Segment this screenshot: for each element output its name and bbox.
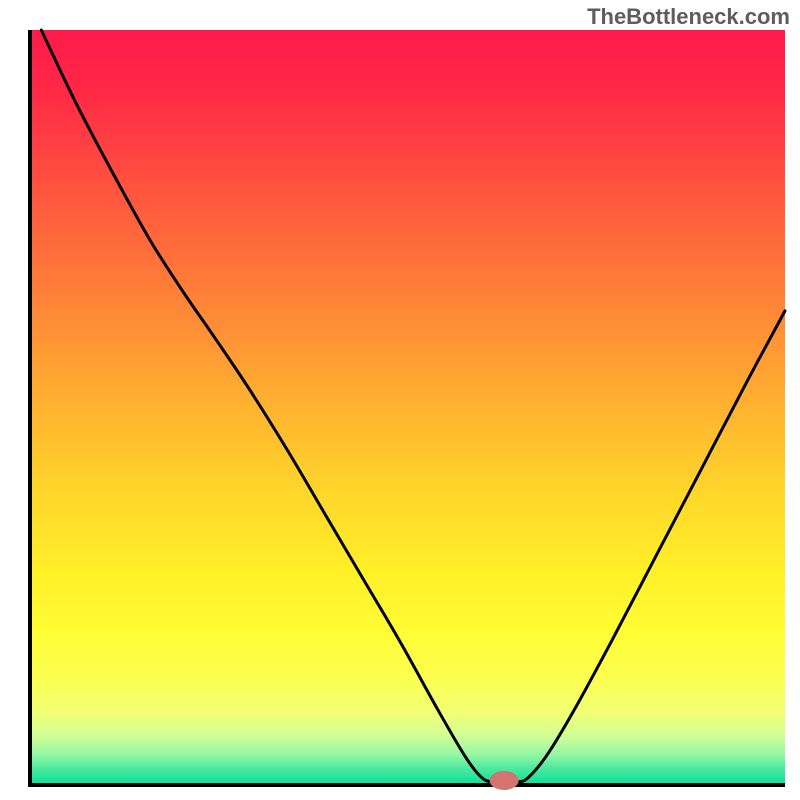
chart-canvas [0,0,800,800]
plot-area [30,30,785,785]
watermark-text: TheBottleneck.com [587,4,790,30]
optimal-marker [490,771,518,789]
bottleneck-chart: TheBottleneck.com [0,0,800,800]
